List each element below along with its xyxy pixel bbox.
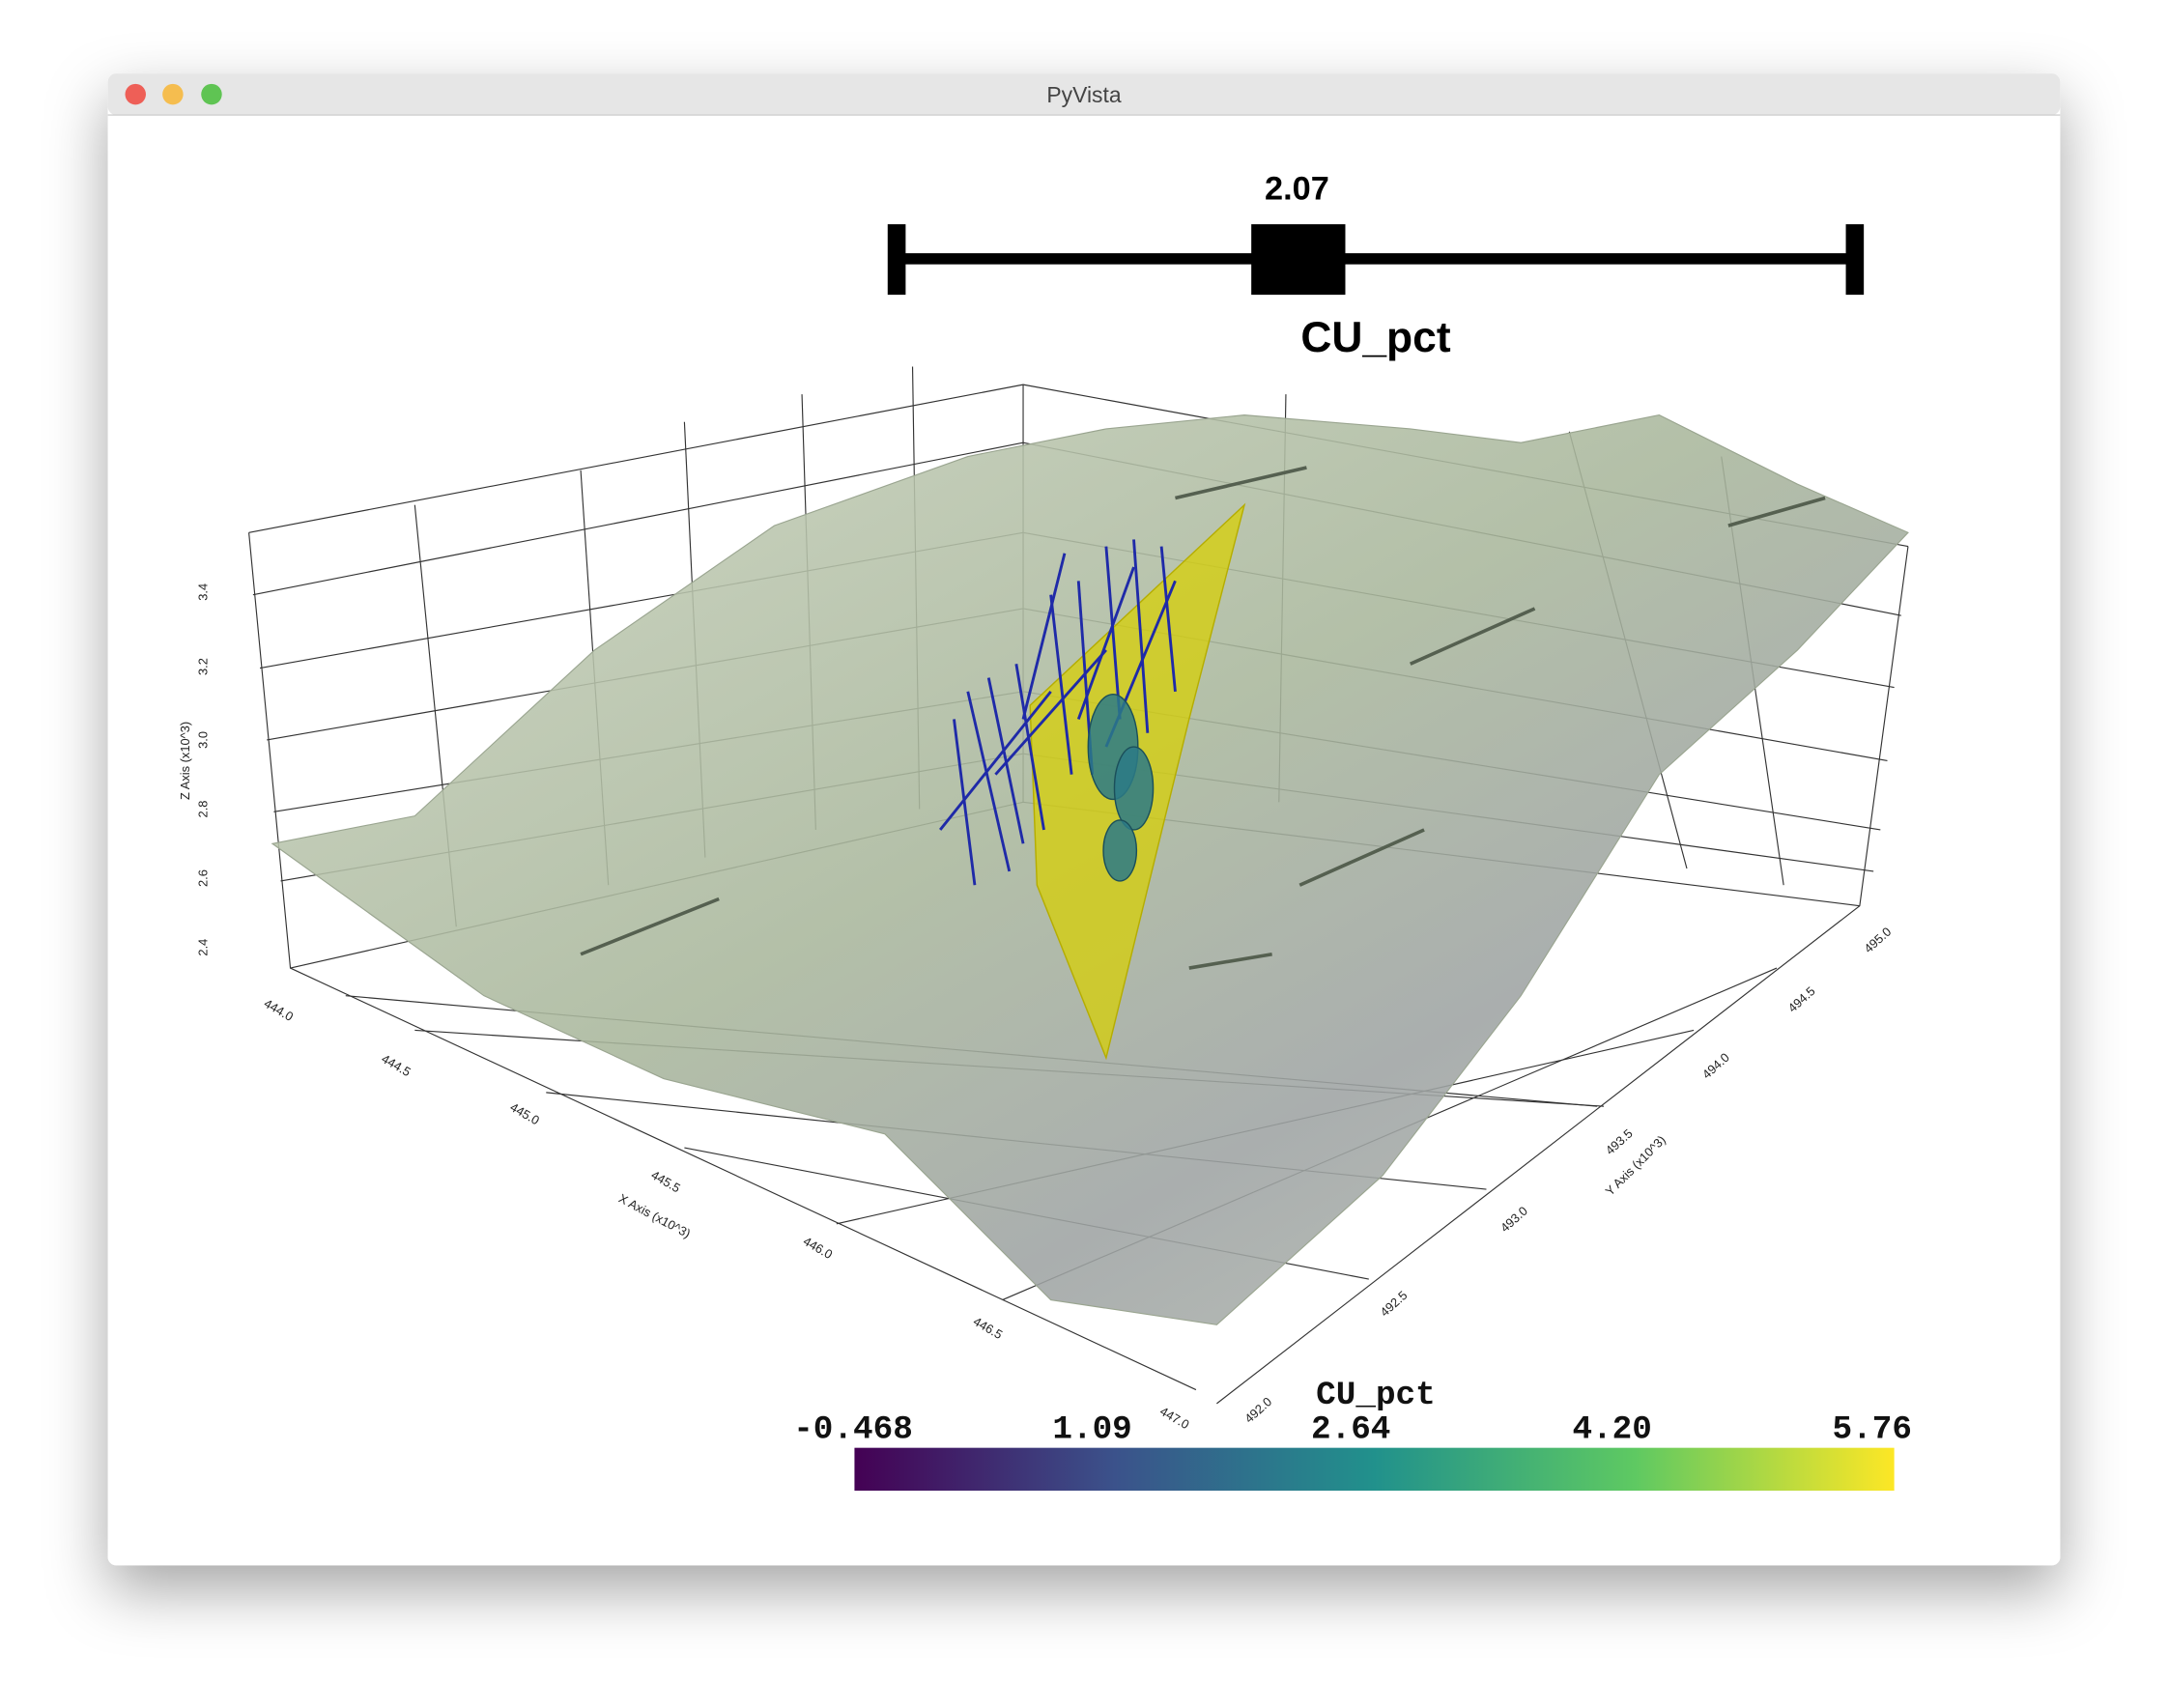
close-button[interactable]	[125, 83, 146, 105]
colorbar-label: -0.468	[793, 1411, 913, 1449]
title-bar	[107, 73, 2061, 116]
colorbar-label: 5.76	[1833, 1411, 1912, 1449]
minimize-button[interactable]	[162, 83, 184, 105]
slider-value: 2.07	[1265, 170, 1329, 207]
axis-tick-label: 3.2	[196, 658, 211, 675]
axis-tick-label: 2.6	[196, 869, 211, 887]
slider-cap	[887, 224, 906, 296]
terrain-creases	[580, 466, 1826, 970]
colorbar-label: 4.20	[1572, 1411, 1651, 1449]
colorbar-label: 1.09	[1052, 1411, 1131, 1449]
drillholes	[939, 539, 1177, 886]
axis-tick-label: 3.0	[196, 731, 211, 749]
slider-handle[interactable]	[1251, 224, 1346, 296]
axis-tick-label: 3.4	[196, 584, 211, 601]
axis-tick-label: 2.4	[196, 939, 211, 956]
slider[interactable]	[887, 224, 1865, 296]
colorbar-labels: -0.468 1.09 2.64 4.20 5.76	[793, 1411, 1912, 1449]
slider-cap	[1845, 224, 1865, 296]
window-title: PyVista	[1046, 82, 1121, 107]
axis-tick-label: 2.8	[196, 801, 211, 818]
colorbar	[854, 1447, 1895, 1492]
colorbar-label: 2.64	[1311, 1411, 1390, 1449]
colorbar-title: CU_pct	[1316, 1377, 1436, 1414]
slider-title: CU_pct	[1300, 314, 1451, 361]
z-axis-label: Z Axis (x10^3)	[178, 722, 192, 800]
zoom-button[interactable]	[201, 83, 222, 105]
ore-body	[1087, 693, 1155, 882]
